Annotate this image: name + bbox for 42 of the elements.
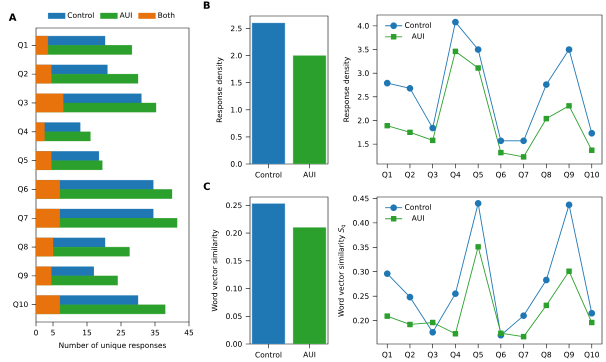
point [384,122,390,128]
point [589,148,595,154]
point [498,137,504,144]
point [589,320,595,326]
point [452,18,459,26]
point [384,270,391,278]
point [520,137,527,144]
point [566,201,572,208]
chart-title: B [204,2,210,9]
point [475,244,481,250]
point [520,312,527,320]
point [520,154,526,160]
point [384,80,391,86]
point [384,313,390,319]
point [452,48,458,54]
point [429,124,436,132]
point [430,138,436,144]
point [406,84,414,92]
point [475,65,481,71]
point [544,302,550,308]
point [566,268,572,274]
point [498,330,504,336]
point [474,200,482,207]
point [406,294,414,300]
point [407,322,413,328]
point [452,331,458,336]
point [407,130,413,136]
point [588,310,596,317]
point [566,46,572,53]
chart-title: C [204,182,210,190]
point [430,320,436,326]
point [542,276,550,284]
point [498,150,504,156]
point [566,103,572,109]
point [588,130,596,137]
point [542,81,550,88]
chart-title: A [8,14,16,21]
point [474,46,482,53]
point [452,290,459,298]
point [429,328,436,336]
point [544,116,550,122]
point [520,334,526,340]
